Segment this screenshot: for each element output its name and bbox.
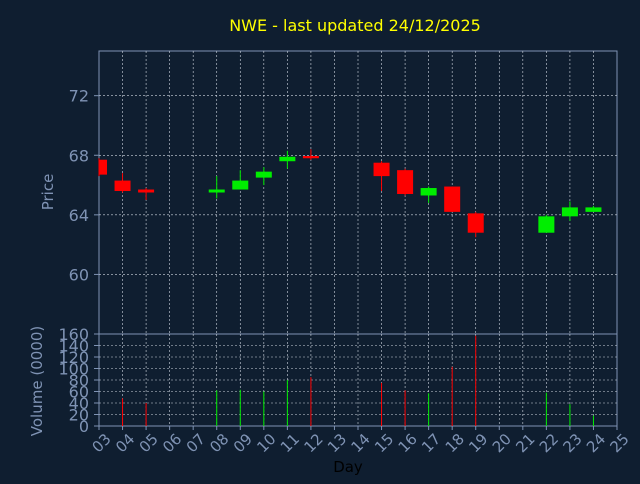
day-tick-label: 16 <box>395 430 421 456</box>
price-tick-label: 72 <box>69 87 89 106</box>
day-tick-label: 07 <box>183 430 209 456</box>
candle-body <box>255 171 272 178</box>
candle-body <box>232 180 249 190</box>
volume-tick-label: 40 <box>69 394 89 413</box>
day-tick-label: 17 <box>418 430 444 456</box>
day-tick-label: 20 <box>489 430 515 456</box>
volume-panel: 0204060801001201401600304050607080910111… <box>58 325 632 456</box>
day-tick-label: 14 <box>348 430 374 456</box>
candle-body <box>444 186 461 212</box>
volume-tick-label: 100 <box>58 360 89 379</box>
day-tick-label: 11 <box>277 430 303 456</box>
day-tick-label: 10 <box>253 430 279 456</box>
day-tick-label: 09 <box>230 430 256 456</box>
candle-body <box>467 213 484 233</box>
volume-tick-label: 140 <box>58 337 89 356</box>
day-tick-label: 13 <box>324 430 350 456</box>
candle-body <box>420 188 437 196</box>
volume-tick-label: 120 <box>58 348 89 367</box>
price-tick-label: 68 <box>69 146 89 165</box>
day-tick-label: 19 <box>465 430 491 456</box>
day-tick-label: 03 <box>89 430 115 456</box>
volume-tick-label: 60 <box>69 383 89 402</box>
volume-axis-label: Volume (0000) <box>28 326 46 436</box>
volume-tick-label: 160 <box>58 325 89 344</box>
candle-body <box>373 162 390 177</box>
chart-title: NWE - last updated 24/12/2025 <box>229 16 481 35</box>
price-tick-label: 60 <box>69 265 89 284</box>
price-tick-label: 64 <box>69 206 89 225</box>
candle-body <box>538 216 555 233</box>
day-tick-label: 23 <box>559 430 585 456</box>
candle-body <box>138 189 155 193</box>
day-tick-label: 25 <box>607 430 633 456</box>
candle-body <box>99 159 107 175</box>
candle-body <box>302 156 319 159</box>
day-tick-label: 22 <box>536 430 562 456</box>
day-tick-label: 15 <box>371 430 397 456</box>
candle-body <box>208 189 225 193</box>
day-tick-label: 12 <box>300 430 326 456</box>
candle-body <box>561 207 578 217</box>
day-tick-label: 18 <box>442 430 468 456</box>
volume-tick-label: 80 <box>69 371 89 390</box>
day-axis-label: Day <box>333 458 363 476</box>
day-tick-label: 24 <box>583 430 609 456</box>
day-tick-label: 04 <box>112 430 138 456</box>
day-tick-label: 06 <box>159 430 185 456</box>
day-tick-label: 08 <box>206 430 232 456</box>
candle-body <box>397 170 414 194</box>
price-panel: 60 64 68 72 <box>69 50 618 335</box>
day-tick-label: 21 <box>512 430 538 456</box>
price-axis-label: Price <box>39 174 57 211</box>
candle-body <box>585 207 602 212</box>
candle-body <box>114 180 131 192</box>
candle-body <box>279 156 296 162</box>
volume-tick-label: 0 <box>79 417 89 436</box>
day-tick-label: 05 <box>136 430 162 456</box>
volume-tick-label: 20 <box>69 406 89 425</box>
